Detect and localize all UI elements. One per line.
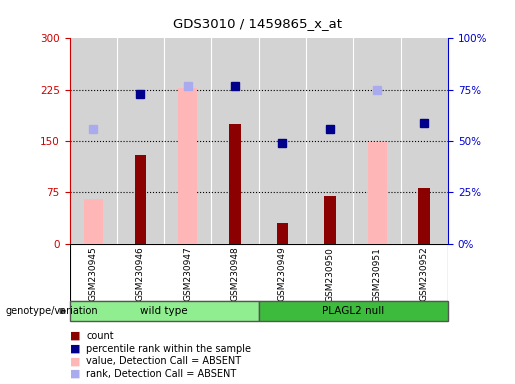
Text: genotype/variation: genotype/variation (5, 306, 98, 316)
Text: value, Detection Call = ABSENT: value, Detection Call = ABSENT (86, 356, 241, 366)
Text: percentile rank within the sample: percentile rank within the sample (86, 344, 251, 354)
Bar (277, 223, 288, 244)
Bar (84, 199, 102, 244)
Bar (419, 188, 431, 244)
Text: PLAGL2 null: PLAGL2 null (322, 306, 385, 316)
Text: ■: ■ (70, 344, 80, 354)
Text: GSM230947: GSM230947 (183, 247, 192, 301)
Text: ■: ■ (70, 356, 80, 366)
Text: GSM230945: GSM230945 (89, 247, 98, 301)
Bar (368, 142, 387, 244)
Text: GSM230949: GSM230949 (278, 247, 287, 301)
Text: wild type: wild type (141, 306, 188, 316)
Bar (70, 301, 259, 321)
Text: count: count (86, 331, 114, 341)
Bar (229, 124, 241, 244)
Bar (134, 155, 146, 244)
Text: GSM230952: GSM230952 (420, 247, 429, 301)
Text: ■: ■ (70, 331, 80, 341)
Bar (259, 301, 448, 321)
Bar (178, 88, 197, 244)
Text: ■: ■ (70, 369, 80, 379)
Text: GSM230950: GSM230950 (325, 247, 334, 301)
Text: GDS3010 / 1459865_x_at: GDS3010 / 1459865_x_at (173, 17, 342, 30)
Text: GSM230951: GSM230951 (372, 247, 382, 301)
Text: rank, Detection Call = ABSENT: rank, Detection Call = ABSENT (86, 369, 236, 379)
Text: GSM230948: GSM230948 (231, 247, 239, 301)
Text: GSM230946: GSM230946 (136, 247, 145, 301)
Bar (324, 196, 336, 244)
